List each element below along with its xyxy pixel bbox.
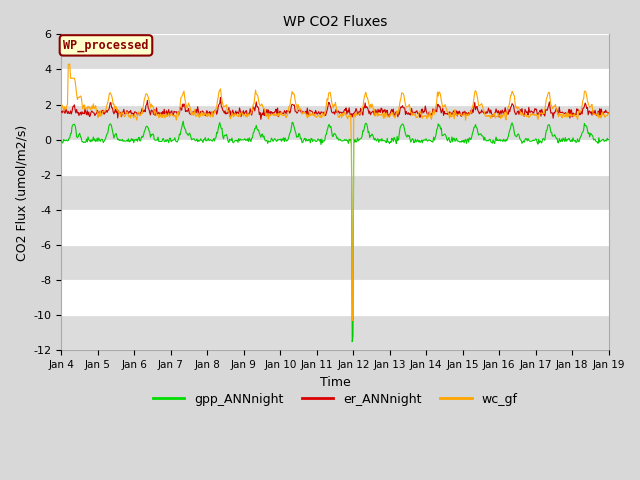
Title: WP CO2 Fluxes: WP CO2 Fluxes <box>283 15 387 29</box>
Legend: gpp_ANNnight, er_ANNnight, wc_gf: gpp_ANNnight, er_ANNnight, wc_gf <box>147 387 523 410</box>
Text: WP_processed: WP_processed <box>63 39 148 52</box>
Bar <box>61 315 609 350</box>
Bar <box>61 175 609 210</box>
Bar <box>61 245 609 280</box>
X-axis label: Time: Time <box>320 376 351 389</box>
Bar <box>61 105 609 140</box>
Y-axis label: CO2 Flux (umol/m2/s): CO2 Flux (umol/m2/s) <box>15 124 28 261</box>
Bar <box>61 35 609 70</box>
